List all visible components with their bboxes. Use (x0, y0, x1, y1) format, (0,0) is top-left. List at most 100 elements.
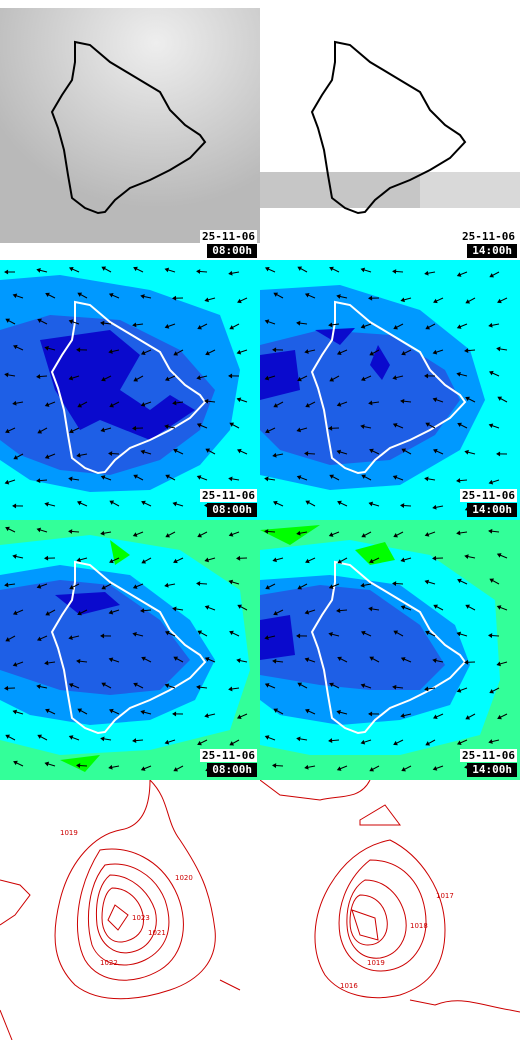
wind-arrow-head (13, 455, 19, 460)
wind-arrow-head (488, 528, 493, 534)
wind-arrow-head (68, 375, 74, 381)
wind-arrow-head (108, 349, 113, 354)
wind-arrow-head (172, 400, 177, 406)
wind-arrow-head (488, 739, 493, 744)
wind-arrow-head (197, 533, 202, 538)
wind-arrow-head (488, 633, 493, 638)
wind-arrow-head (132, 322, 137, 328)
wind-arrow-head (360, 376, 366, 382)
wind-arrow-head (45, 611, 51, 616)
wind-arrow-head (465, 715, 471, 720)
wind-arrow-head (4, 479, 10, 485)
wind-arrow-head (76, 763, 81, 768)
wind-arrow-head (369, 448, 374, 454)
wind-arrow-head (133, 474, 138, 479)
isobar-map: 1019 1020 1023 1021 1022 (0, 780, 260, 1040)
wind-arrow-head (456, 631, 462, 637)
wind-arrow-head (4, 372, 9, 378)
humidity-map-panel-0800: 25-11-06 08:00h (0, 260, 260, 520)
wind-arrow-head (132, 532, 138, 537)
wind-arrow-head (425, 741, 431, 746)
wind-arrow-head (465, 396, 470, 402)
wind-arrow-head (68, 735, 74, 740)
timestamp: 25-11-06 08:00h (200, 749, 257, 777)
wind-arrows (264, 266, 508, 512)
wind-arrow-head (369, 767, 375, 772)
wind-arrow-head (273, 708, 279, 713)
date-label: 25-11-06 (200, 230, 257, 243)
wind-arrow-head (100, 475, 106, 480)
cloud-map (0, 8, 260, 260)
pressure-map-panel-right: 1017 1018 1019 1016 (260, 780, 520, 1040)
wind-arrow-head (36, 267, 41, 273)
timestamp: 25-11-06 08:00h (200, 489, 257, 517)
wind-arrow-head (464, 348, 469, 354)
wind-arrow-head (36, 684, 41, 689)
wind-arrow-head (272, 658, 277, 664)
wind-arrow-head (172, 606, 177, 612)
wind-arrow-head (456, 688, 462, 693)
wind-arrow-head (164, 582, 169, 588)
wind-arrow-head (164, 424, 169, 429)
wind-arrow-head (5, 526, 10, 532)
wind-arrow-head (432, 714, 438, 720)
wind-arrow-head (77, 403, 83, 408)
wind-arrow-head (273, 610, 278, 616)
wind-arrow-head (337, 656, 342, 662)
wind-arrow-head (196, 684, 201, 690)
wind-arrow-head (140, 449, 146, 455)
wind-arrow-head (44, 402, 50, 407)
wind-arrow-head (204, 605, 210, 610)
wind-arrow-head (77, 610, 82, 616)
wind-arrow-head (393, 630, 399, 635)
wind-arrow-head (264, 635, 269, 640)
wind-arrow-head (5, 637, 11, 642)
wind-arrow-head (44, 501, 49, 507)
wind-arrow-head (457, 578, 462, 584)
wind-arrow-head (297, 585, 303, 590)
wind-arrow-head (400, 657, 406, 662)
wind-arrow-head (296, 530, 301, 536)
wind-arrow-head (132, 631, 137, 637)
wind-arrow-head (173, 448, 178, 454)
wind-arrow-head (496, 451, 501, 457)
wind-arrow-head (488, 479, 494, 485)
wind-arrow-head (76, 347, 81, 353)
wind-arrow-head (228, 373, 233, 379)
wind-arrow-head (464, 554, 469, 559)
wind-arrow-head (265, 585, 270, 590)
wind-arrow-head (140, 294, 145, 299)
wind-arrow-head (264, 266, 270, 272)
wind-arrow-head (37, 318, 42, 324)
wind-arrow-head (401, 350, 406, 356)
wind-arrow-head (496, 605, 502, 610)
wind-arrow-head (164, 739, 170, 745)
wind-arrow-head (400, 605, 406, 610)
isobar-label: 1020 (175, 874, 193, 882)
wind-arrow-head (392, 684, 397, 690)
wind-arrow-head (392, 423, 398, 428)
wind-arrow-head (68, 635, 73, 640)
wind-arrow-head (336, 402, 342, 407)
wind-arrow-head (197, 740, 202, 746)
wind-arrow-head (229, 422, 235, 427)
wind-arrow-head (76, 557, 81, 563)
wind-arrow-head (13, 760, 18, 766)
wind-arrow-head (197, 630, 203, 635)
humidity-map (260, 520, 520, 780)
wind-arrow-head (297, 682, 303, 687)
wind-arrow-head (196, 423, 202, 428)
humidity-mid-map-panel-0800: 25-11-06 08:00h (0, 520, 260, 780)
wind-arrow-head (329, 682, 334, 688)
wind-arrow-head (488, 322, 493, 328)
wind-arrow-head (272, 347, 277, 353)
wind-arrow-head (36, 636, 42, 642)
wind-arrow-head (432, 766, 438, 771)
wind-arrow-head (164, 324, 170, 329)
wind-arrow-head (236, 397, 242, 403)
wind-arrow-head (204, 297, 209, 303)
time-label: 14:00h (467, 503, 517, 517)
wind-arrow-head (401, 767, 406, 772)
wind-arrow-head (36, 374, 41, 379)
wind-arrow-head (4, 582, 9, 588)
